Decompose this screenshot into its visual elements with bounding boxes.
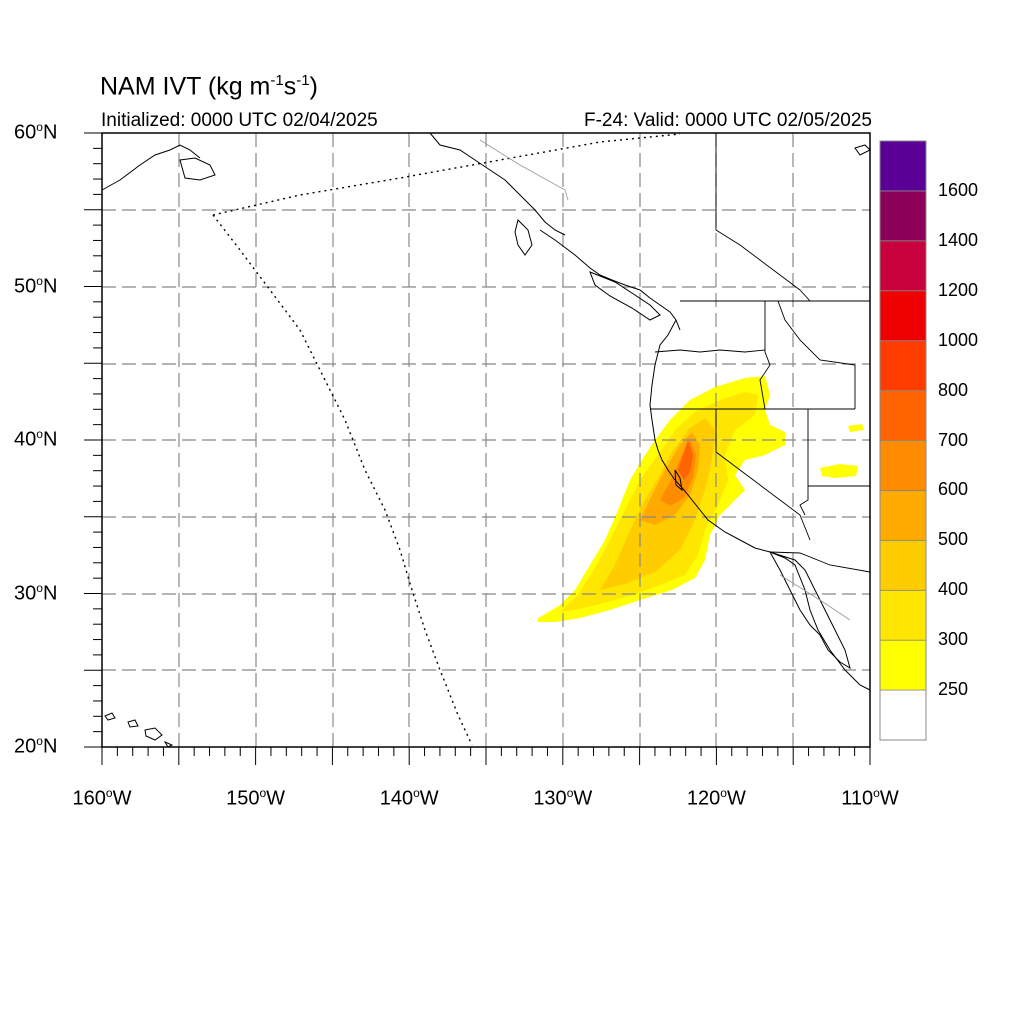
sf-bay <box>674 469 683 492</box>
colorbar-box <box>879 190 927 242</box>
water-borders <box>479 139 851 621</box>
lat-label-20: 20oN <box>14 734 58 758</box>
colorbar-label-1000: 1000 <box>938 329 979 350</box>
lat-label-30: 30oN <box>14 580 58 605</box>
hawaii <box>104 712 174 748</box>
lat-label-60: 60oN <box>14 120 58 144</box>
lon-label-140: 140oW <box>379 786 439 810</box>
map-title: NAM IVT (kg m-1s-1) <box>100 72 318 101</box>
valid-time-label: F-24: Valid: 0000 UTC 02/05/2025 <box>584 110 872 131</box>
ivt-contour-700 <box>678 440 693 480</box>
ivt-patch-east-small <box>848 424 864 432</box>
nv-az-border <box>799 409 809 516</box>
lat-label-50: 50oN <box>14 273 58 298</box>
wa-or-border <box>654 349 766 353</box>
colorbar-box <box>879 390 927 441</box>
ca-nv-border <box>715 409 811 541</box>
colorbar-box <box>879 589 927 641</box>
colorbar-box <box>879 290 927 342</box>
colorbar-label-500: 500 <box>938 529 969 550</box>
ivt-patch-east <box>820 464 858 478</box>
id-border <box>759 301 771 410</box>
ivt-plume <box>537 376 864 622</box>
haida-gwaii <box>514 219 533 256</box>
lon-label-130: 130oW <box>533 786 593 810</box>
us-west-coast <box>649 319 871 691</box>
alaska-southwest <box>101 144 201 191</box>
baja-peninsula <box>768 551 851 670</box>
colorbar-label-400: 400 <box>938 579 969 600</box>
colorbar-box <box>879 140 927 192</box>
colorbar-label-250: 250 <box>938 679 969 700</box>
colorbar-label-800: 800 <box>938 379 969 400</box>
alaska-canada-border <box>715 133 811 302</box>
colorbar-box <box>879 240 927 292</box>
colorbar-label-1200: 1200 <box>938 279 979 300</box>
lat-label-40: 40oN <box>14 427 58 451</box>
us-mexico-border <box>769 551 871 573</box>
lon-label-150: 150oW <box>226 786 286 810</box>
colorbar-label-700: 700 <box>938 429 969 450</box>
colorbar-label-300: 300 <box>938 629 969 650</box>
mt-border <box>777 300 856 366</box>
colorbar-box <box>879 490 927 541</box>
colorbar-box <box>879 689 927 741</box>
colorbar-label-600: 600 <box>938 479 969 500</box>
axis-ticks <box>84 132 871 765</box>
model-domain-boundary <box>212 133 681 746</box>
init-time-label: Initialized: 0000 UTC 02/04/2025 <box>101 110 378 131</box>
lon-label-160: 160oW <box>72 786 132 810</box>
colorbar-box <box>879 340 927 391</box>
colorbar-box <box>879 539 927 591</box>
vancouver-island <box>589 271 661 321</box>
lon-label-120: 120oW <box>686 786 746 810</box>
kodiak <box>179 157 216 181</box>
colorbar-label-1600: 1600 <box>938 179 979 200</box>
bc-coast <box>539 229 681 331</box>
colorbar-box <box>879 440 927 491</box>
colorbar-label-1400: 1400 <box>938 229 979 250</box>
alaska-coast <box>429 132 566 236</box>
lon-label-110: 110oW <box>841 786 899 810</box>
colorbar-box <box>879 639 927 691</box>
